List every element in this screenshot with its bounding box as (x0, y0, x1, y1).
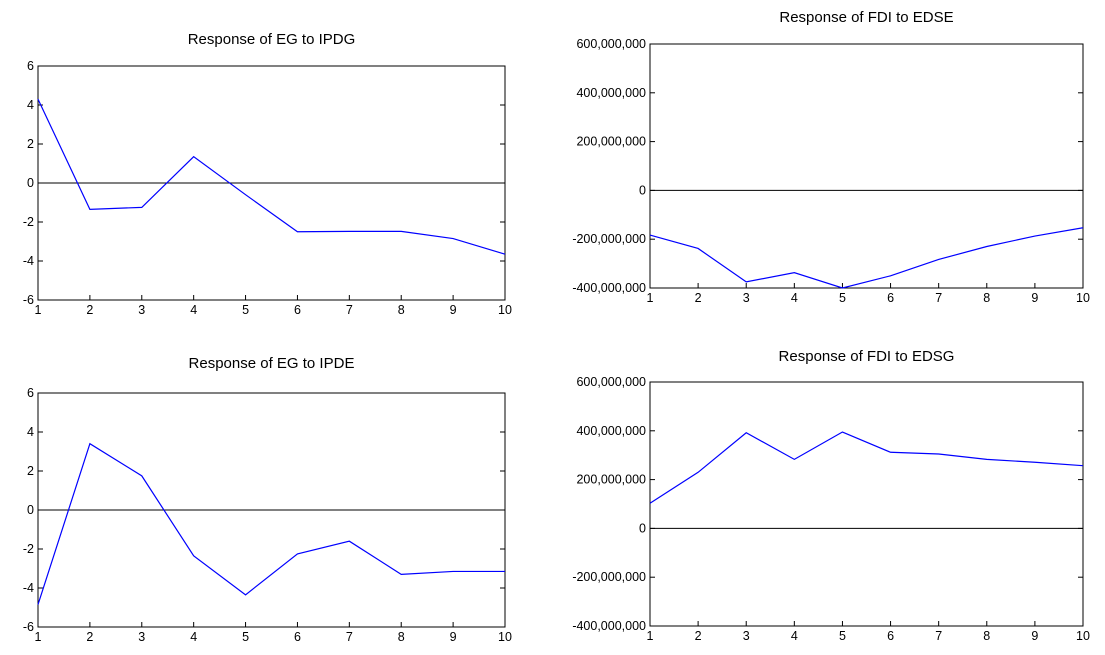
x-tick-label: 4 (190, 630, 197, 644)
x-tick-label: 6 (294, 630, 301, 644)
y-tick-label: -200,000,000 (572, 232, 646, 246)
response-line (649, 431, 1084, 504)
x-tick-label: 1 (647, 629, 654, 643)
chart-panel-3: Response of EG to IPDE 6 4 2 0 -2 -4 -61 2 3 4 5 6 7 8… (23, 355, 512, 644)
plot-frame (649, 43, 1084, 289)
x-tick-label: 10 (498, 303, 512, 317)
x-tick-label: 3 (743, 291, 750, 305)
y-tick-label: -4 (23, 581, 34, 595)
x-tick-label: 9 (450, 303, 457, 317)
response-line (37, 442, 505, 605)
chart-panel-4: Response of FDI to EDSG 600,000,000 400,00… (572, 348, 1090, 643)
y-tick-label: -4 (23, 254, 34, 268)
x-tick-label: 5 (242, 630, 249, 644)
chart-title: Response of FDI to EDSE (779, 9, 953, 26)
x-tick-label: 5 (839, 629, 846, 643)
x-tick-label: 7 (935, 629, 942, 643)
y-tick-label: 200,000,000 (576, 135, 646, 149)
x-tick-label: 10 (1076, 291, 1090, 305)
x-tick-label: 4 (791, 291, 798, 305)
x-tick-label: 7 (346, 630, 353, 644)
y-tick-label: -2 (23, 215, 34, 229)
x-tick-label: 3 (138, 630, 145, 644)
x-tick-label: 1 (35, 630, 42, 644)
x-tick-label: 8 (398, 630, 405, 644)
chart-panel-1: Response of EG to IPDG 6 4 2 0 -2 -4 -61 2 3 4 5 6 7 8… (23, 31, 512, 317)
y-tick-label: -400,000,000 (572, 619, 646, 633)
chart-title: Response of FDI to EDSG (779, 348, 955, 365)
x-tick-label: 8 (398, 303, 405, 317)
y-tick-label: -6 (23, 293, 34, 307)
chart-title: Response of EG to IPDE (189, 355, 355, 372)
x-tick-label: 10 (1076, 629, 1090, 643)
x-tick-label: 7 (346, 303, 353, 317)
x-tick-label: 9 (1031, 291, 1038, 305)
x-tick-label: 4 (190, 303, 197, 317)
chart-panel-2: Response of FDI to EDSE 600,000,000 400,00… (572, 9, 1090, 305)
y-tick-label: 400,000,000 (576, 424, 646, 438)
y-tick-label: 2 (27, 464, 34, 478)
x-tick-label: 2 (86, 630, 93, 644)
x-tick-label: 2 (695, 291, 702, 305)
x-tick-label: 5 (839, 291, 846, 305)
y-tick-label: 400,000,000 (576, 86, 646, 100)
plot-frame (649, 381, 1084, 627)
y-tick-label: 200,000,000 (576, 473, 646, 487)
x-tick-label: 6 (887, 291, 894, 305)
x-tick-label: 8 (983, 291, 990, 305)
x-tick-label: 9 (450, 630, 457, 644)
y-tick-label: 6 (27, 59, 34, 73)
y-tick-label: 0 (27, 176, 34, 190)
x-tick-label: 2 (86, 303, 93, 317)
y-tick-label: 0 (27, 503, 34, 517)
x-tick-label: 9 (1031, 629, 1038, 643)
y-tick-label: 600,000,000 (576, 375, 646, 389)
y-tick-label: 4 (27, 425, 34, 439)
x-tick-label: 6 (294, 303, 301, 317)
y-tick-label: -200,000,000 (572, 570, 646, 584)
y-tick-label: 6 (27, 386, 34, 400)
y-tick-label: 4 (27, 98, 34, 112)
y-tick-label: 2 (27, 137, 34, 151)
y-tick-label: 0 (639, 521, 646, 535)
x-tick-label: 8 (983, 629, 990, 643)
y-tick-label: 600,000,000 (576, 37, 646, 51)
x-tick-label: 6 (887, 629, 894, 643)
x-tick-label: 4 (791, 629, 798, 643)
response-line (37, 98, 506, 255)
x-tick-label: 1 (35, 303, 42, 317)
x-tick-label: 5 (242, 303, 249, 317)
x-tick-label: 7 (935, 291, 942, 305)
y-tick-label: 0 (639, 183, 646, 197)
x-tick-label: 10 (498, 630, 512, 644)
y-tick-label: -6 (23, 620, 34, 634)
x-tick-label: 3 (743, 629, 750, 643)
x-tick-label: 3 (138, 303, 145, 317)
chart-title: Response of EG to IPDG (188, 31, 356, 48)
response-line (649, 227, 1084, 289)
y-tick-label: -400,000,000 (572, 281, 646, 295)
y-tick-label: -2 (23, 542, 34, 556)
x-tick-label: 1 (647, 291, 654, 305)
x-tick-label: 2 (695, 629, 702, 643)
